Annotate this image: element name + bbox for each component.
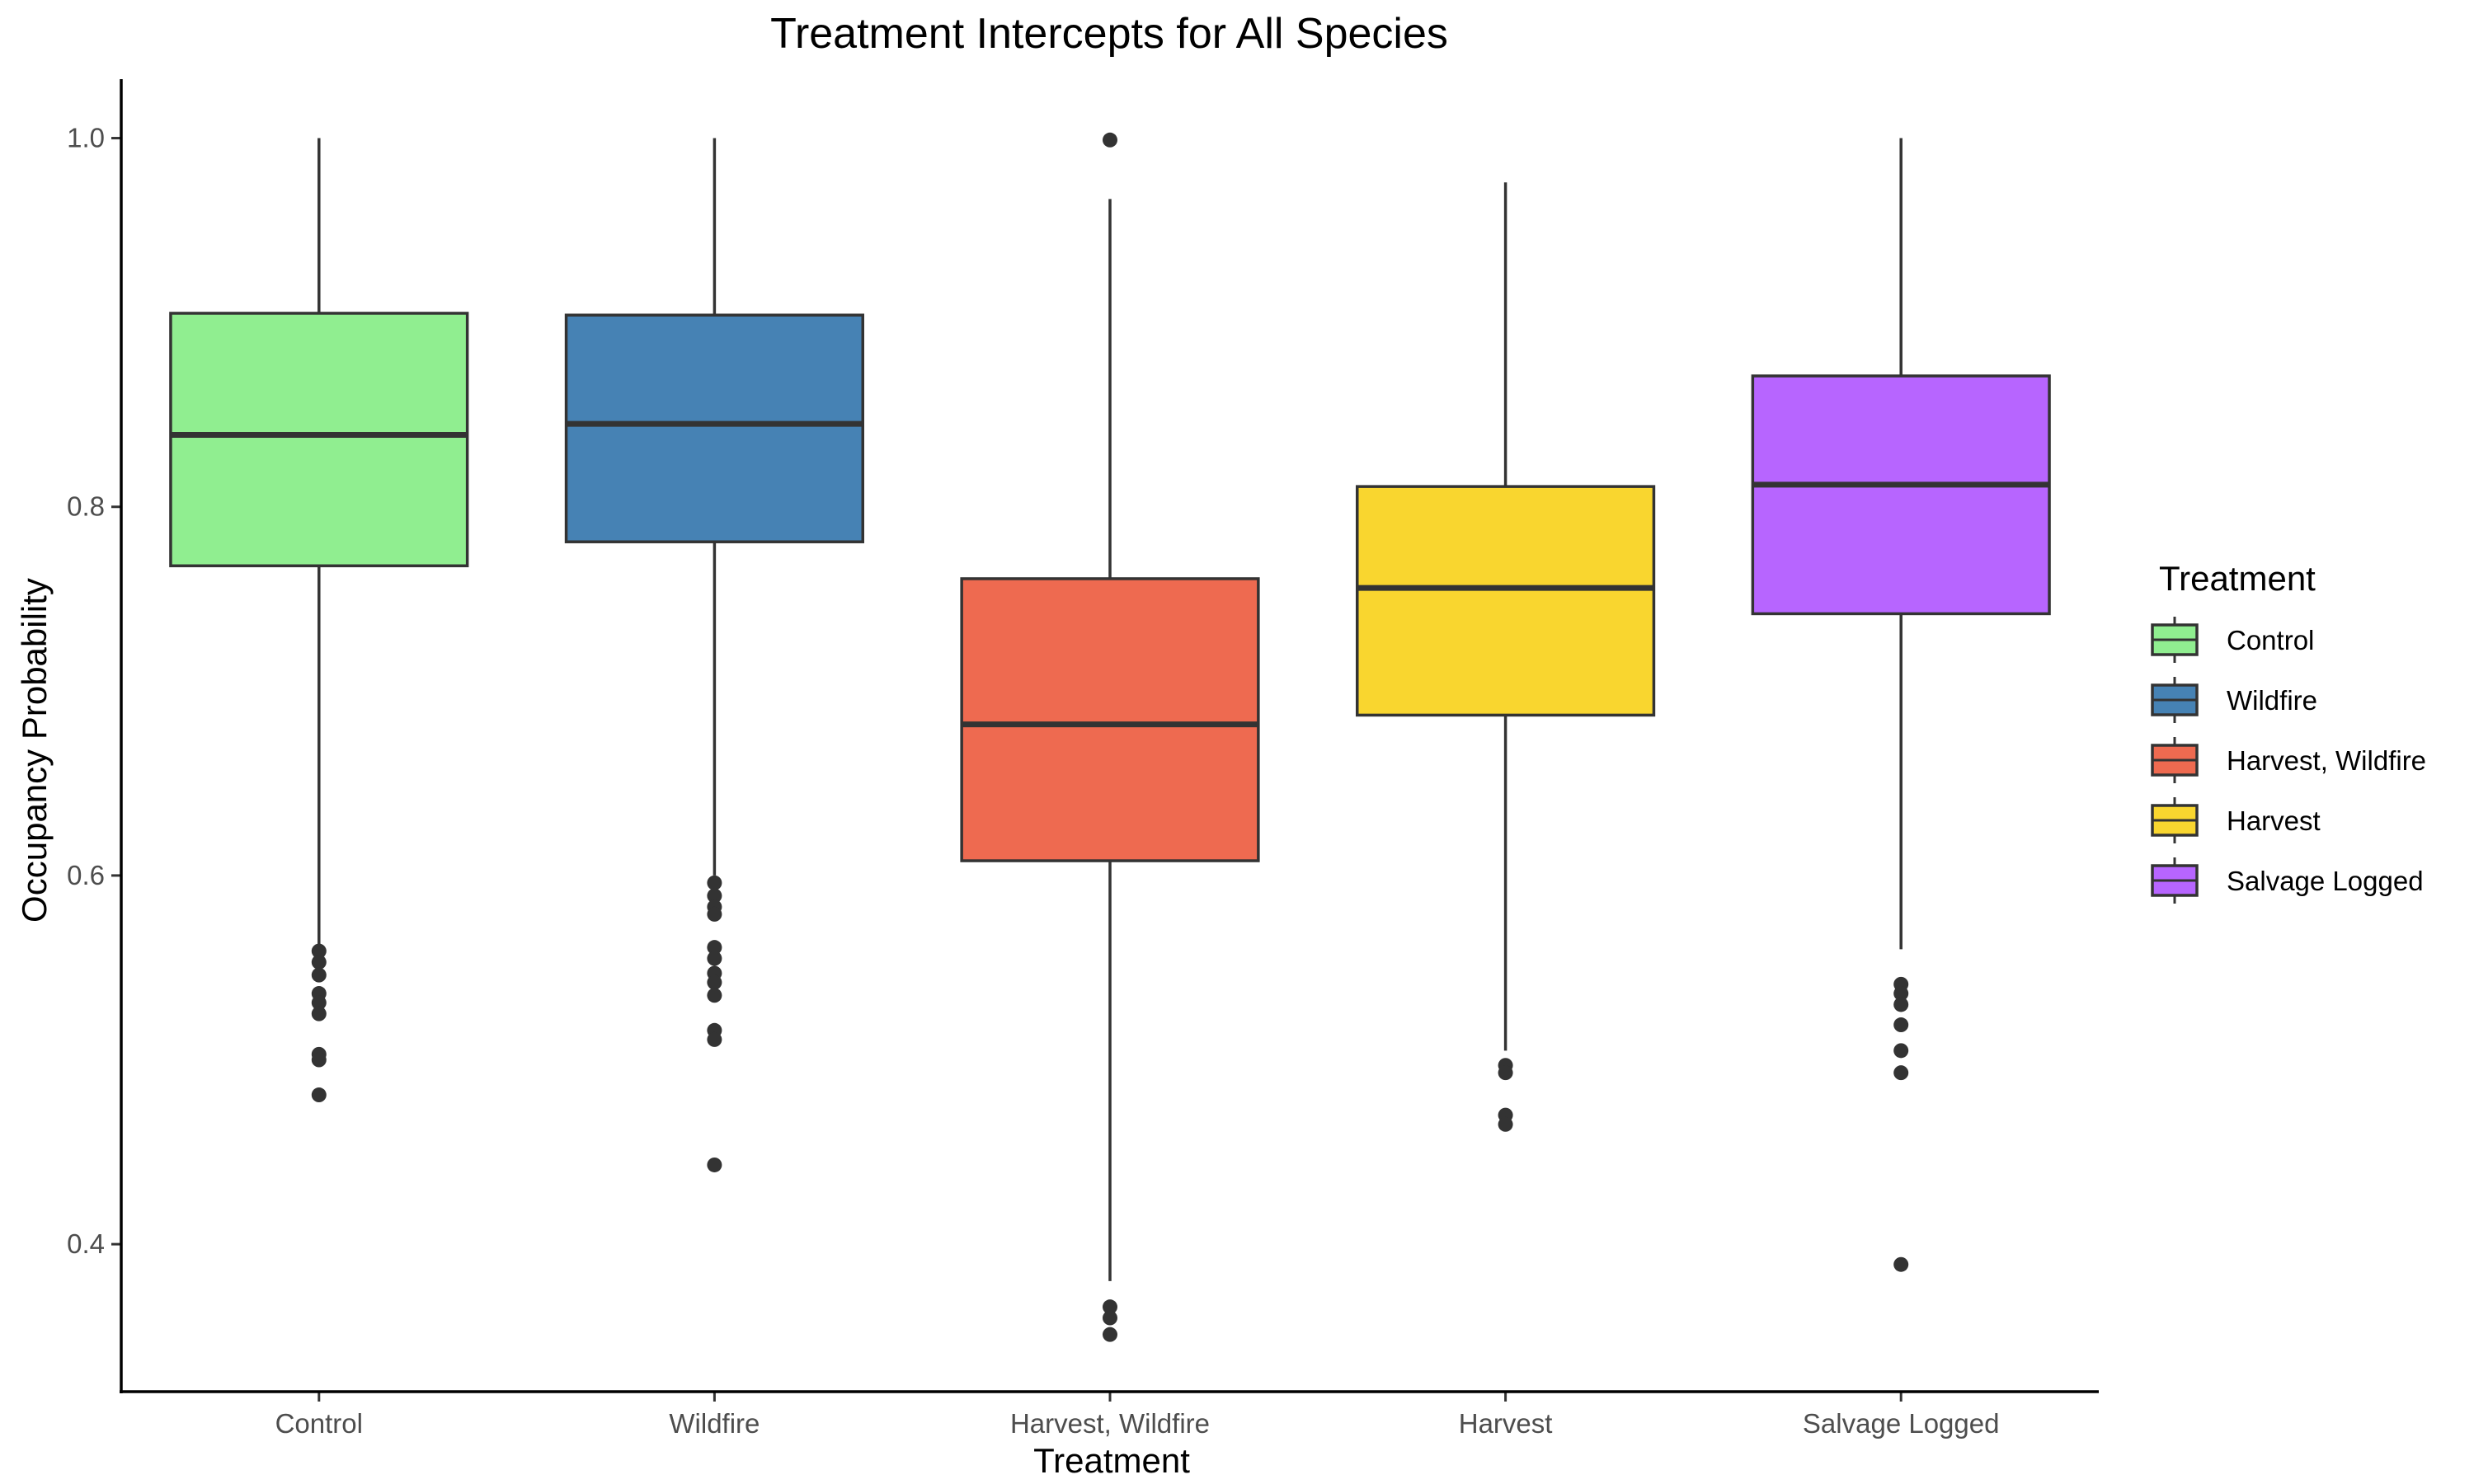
- outlier-point: [1103, 132, 1117, 148]
- outlier-point: [707, 1031, 722, 1047]
- box-body: [1751, 374, 2051, 616]
- outlier-point: [707, 906, 722, 922]
- box-harvest-wildfire: [960, 132, 1260, 1342]
- outlier-point: [311, 1006, 327, 1021]
- legend-label: Control: [2227, 625, 2314, 655]
- legend-label: Harvest: [2227, 805, 2321, 836]
- box-body: [564, 313, 864, 543]
- outlier-point: [311, 967, 327, 983]
- legend-label: Wildfire: [2227, 685, 2317, 716]
- legend-item: Harvest, Wildfire: [2151, 737, 2426, 783]
- y-tick-label: 0.8: [67, 491, 105, 522]
- y-axis-title: Occupancy Probability: [15, 578, 54, 923]
- outlier-point: [707, 888, 722, 904]
- outlier-point: [1893, 1043, 1909, 1059]
- outlier-point: [1103, 1327, 1117, 1342]
- legend-item: Salvage Logged: [2151, 857, 2424, 904]
- outlier-point: [1103, 1299, 1117, 1315]
- box-body: [169, 312, 469, 568]
- outlier-point: [707, 875, 722, 890]
- x-tick-label: Control: [275, 1408, 363, 1439]
- outlier-point: [1893, 997, 1909, 1012]
- outlier-point: [311, 1087, 327, 1103]
- x-tick-label: Harvest, Wildfire: [1010, 1408, 1210, 1439]
- y-tick-label: 0.6: [67, 860, 105, 890]
- x-tick-label: Salvage Logged: [1803, 1408, 2000, 1439]
- outlier-point: [1893, 986, 1909, 1002]
- legend-title: Treatment: [2159, 559, 2316, 598]
- outlier-point: [311, 995, 327, 1011]
- x-tick-label: Wildfire: [669, 1408, 760, 1439]
- outlier-point: [311, 943, 327, 959]
- plot-area: 0.4 0.6 0.8 1.0 Control Wildfire Harvest, Wild…: [67, 123, 2051, 1439]
- outlier-point: [707, 974, 722, 990]
- outlier-point: [1103, 1310, 1117, 1326]
- x-tick-label: Harvest: [1459, 1408, 1553, 1439]
- legend-item: Control: [2151, 617, 2314, 663]
- outlier-point: [311, 1052, 327, 1068]
- outlier-point: [1893, 1256, 1909, 1272]
- legend-item: Wildfire: [2151, 677, 2317, 723]
- box-wildfire: [564, 138, 864, 1172]
- x-axis-title: Treatment: [1033, 1441, 1190, 1480]
- outlier-point: [1893, 1065, 1909, 1081]
- legend: Treatment Control Wildfire Harvest, Wildfi…: [2151, 559, 2426, 904]
- box-body: [1356, 485, 1656, 717]
- chart-title: Treatment Intercepts for All Species: [770, 10, 1448, 58]
- outlier-point: [707, 988, 722, 1003]
- outlier-point: [707, 1157, 722, 1172]
- outlier-point: [1498, 1116, 1513, 1132]
- y-tick-label: 0.4: [67, 1228, 105, 1259]
- legend-label: Salvage Logged: [2227, 866, 2424, 896]
- y-tick-label: 1.0: [67, 123, 105, 153]
- outlier-point: [707, 940, 722, 956]
- box-salvage-logged: [1751, 138, 2051, 1272]
- box-harvest: [1356, 182, 1656, 1132]
- box-body: [960, 577, 1260, 862]
- legend-label: Harvest, Wildfire: [2227, 745, 2426, 776]
- outlier-point: [1498, 1065, 1513, 1081]
- outlier-point: [707, 951, 722, 966]
- legend-item: Harvest: [2151, 797, 2321, 843]
- outlier-point: [311, 955, 327, 970]
- outlier-point: [1893, 1017, 1909, 1033]
- box-control: [169, 138, 469, 1103]
